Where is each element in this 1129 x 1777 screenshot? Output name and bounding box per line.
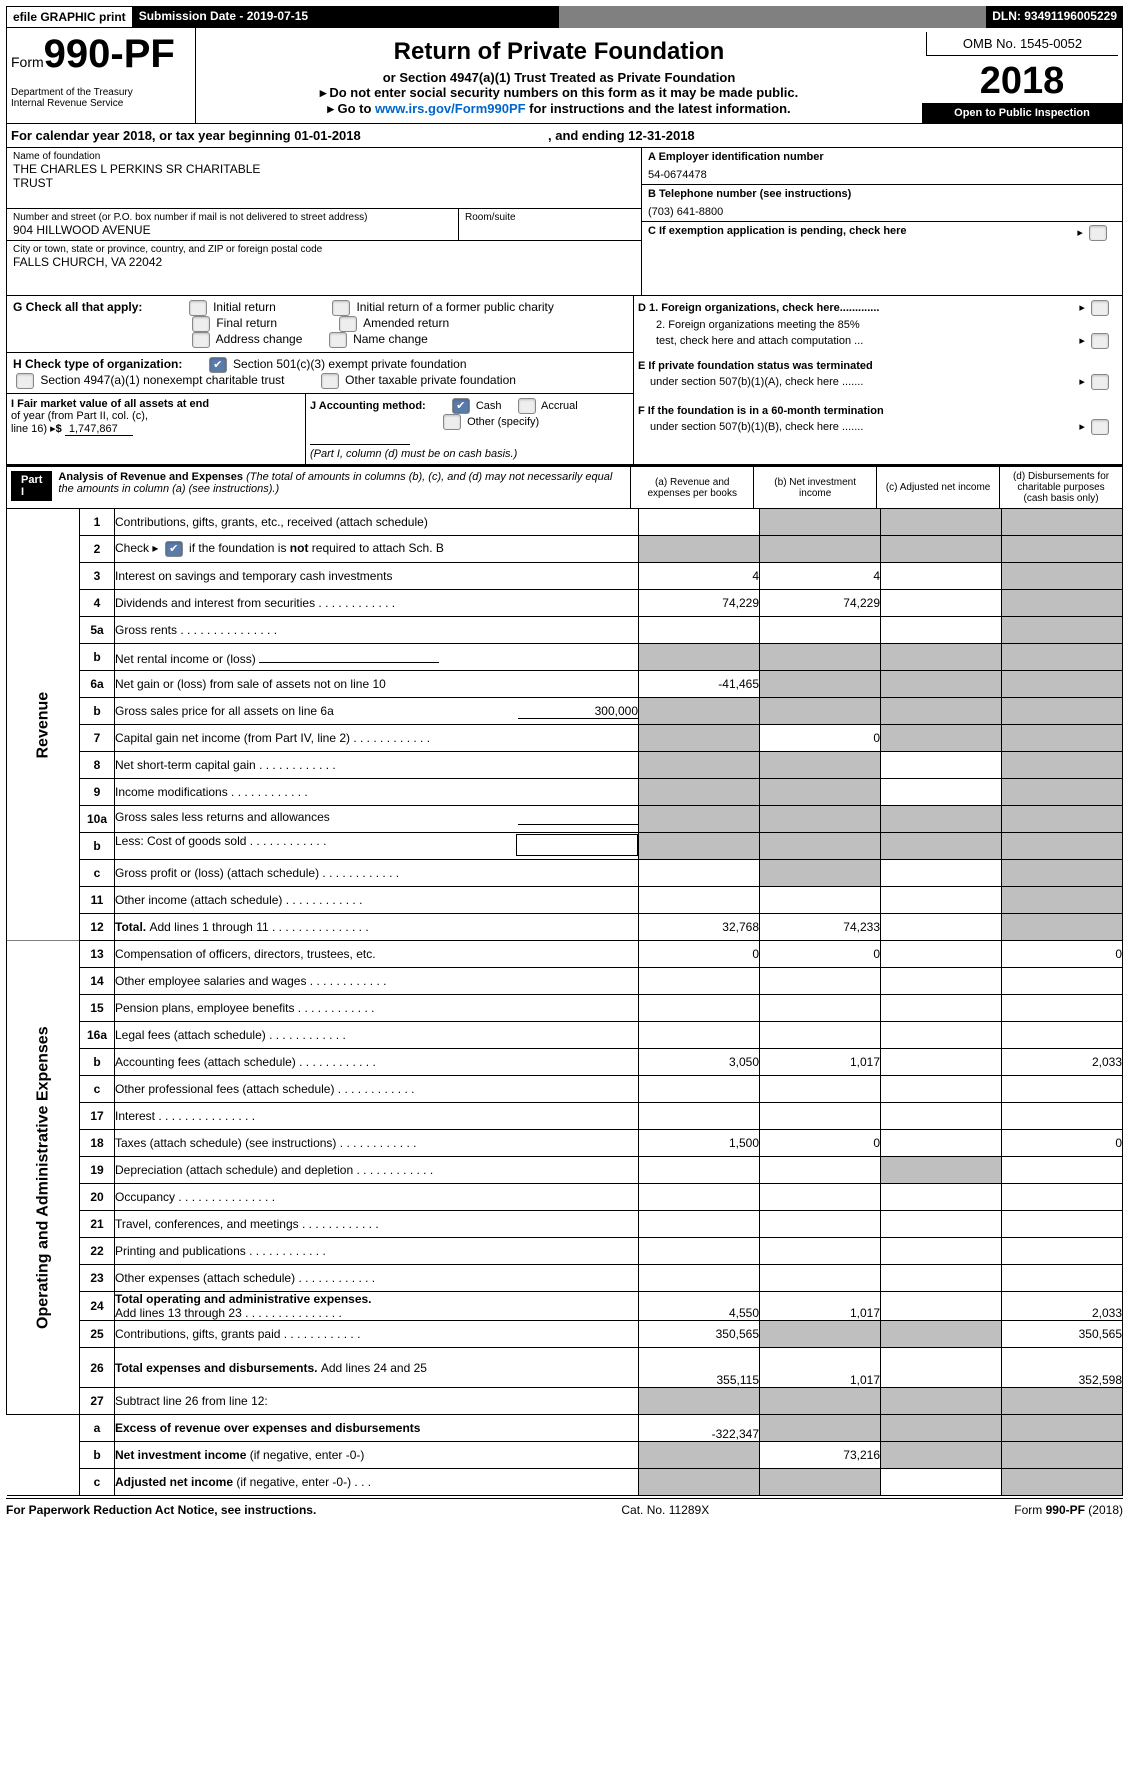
dept-treasury: Department of the Treasury <box>11 87 191 98</box>
omb-no: OMB No. 1545-0052 <box>926 32 1118 56</box>
i-fmv: I Fair market value of all assets at end… <box>7 394 306 464</box>
form-title: Return of Private Foundation <box>202 38 916 66</box>
ij-row: I Fair market value of all assets at end… <box>7 393 633 464</box>
j-method: J Accounting method: Cash Accrual Other … <box>306 394 633 464</box>
paperwork-notice: For Paperwork Reduction Act Notice, see … <box>6 1503 316 1517</box>
c-cell: C If exemption application is pending, c… <box>642 222 1122 240</box>
top-bar: efile GRAPHIC print Submission Date - 20… <box>6 6 1123 28</box>
col-b: (b) Net investment income <box>753 467 876 508</box>
revenue-label: Revenue <box>7 509 80 941</box>
j-accrual[interactable] <box>518 398 536 414</box>
g-name[interactable] <box>329 332 347 348</box>
main-table: Revenue 1Contributions, gifts, grants, e… <box>6 509 1123 1496</box>
expenses-label: Operating and Administrative Expenses <box>7 941 80 1415</box>
open-public: Open to Public Inspection <box>922 103 1122 123</box>
h-row: H Check type of organization: Section 50… <box>7 352 633 393</box>
info-block: Name of foundation THE CHARLES L PERKINS… <box>6 148 1123 296</box>
d1-check[interactable]: ▸ <box>1079 300 1112 317</box>
calendar-year-row: For calendar year 2018, or tax year begi… <box>6 124 1123 148</box>
ssn-note: Do not enter social security numbers on … <box>202 85 916 101</box>
irs-label: Internal Revenue Service <box>11 98 191 109</box>
dln: DLN: 93491196005229 <box>986 6 1123 28</box>
h-other[interactable] <box>321 373 339 389</box>
foundation-info: Name of foundation THE CHARLES L PERKINS… <box>7 148 641 295</box>
cat-no: Cat. No. 11289X <box>621 1503 709 1517</box>
footer: For Paperwork Reduction Act Notice, see … <box>6 1498 1123 1521</box>
col-d: (d) Disbursements for charitable purpose… <box>999 467 1122 508</box>
efile-label: efile GRAPHIC print <box>6 6 133 28</box>
g-initial[interactable] <box>189 300 207 316</box>
city-cell: City or town, state or province, country… <box>7 241 641 295</box>
room-label: Room/suite <box>465 212 635 223</box>
foundation-name-cell: Name of foundation THE CHARLES L PERKINS… <box>7 148 641 209</box>
ein-cell: A Employer identification number 54-0674… <box>642 148 1122 185</box>
topbar-spacer <box>559 6 986 28</box>
header: Form990-PF Department of the Treasury In… <box>6 28 1123 124</box>
g-amended[interactable] <box>339 316 357 332</box>
irs-link[interactable]: www.irs.gov/Form990PF <box>375 101 526 116</box>
address-cell: Number and street (or P.O. box number if… <box>7 209 641 241</box>
header-left: Form990-PF Department of the Treasury In… <box>7 28 196 123</box>
submission-date: Submission Date - 2019-07-15 <box>133 6 560 28</box>
d2-check[interactable]: ▸ <box>1079 333 1112 350</box>
h-4947[interactable] <box>16 373 34 389</box>
part1-header: Part I Analysis of Revenue and Expenses … <box>6 465 1123 509</box>
g-row: G Check all that apply: Initial return I… <box>7 296 633 352</box>
ghij-left: G Check all that apply: Initial return I… <box>7 296 634 464</box>
ghij-right: D 1. Foreign organizations, check here..… <box>634 296 1122 464</box>
form-ref: Form 990-PF (2018) <box>1014 1503 1123 1517</box>
header-right: OMB No. 1545-0052 2018 Open to Public In… <box>922 28 1122 123</box>
right-info: A Employer identification number 54-0674… <box>641 148 1122 295</box>
g-address[interactable] <box>192 332 210 348</box>
form-page: efile GRAPHIC print Submission Date - 20… <box>0 0 1129 1527</box>
schb-check[interactable] <box>165 541 183 557</box>
g-final[interactable] <box>192 316 210 332</box>
tax-year: 2018 <box>922 60 1122 103</box>
col-c: (c) Adjusted net income <box>876 467 999 508</box>
link-note: ▸ Go to www.irs.gov/Form990PF for instru… <box>202 101 916 117</box>
j-other[interactable] <box>443 414 461 430</box>
form-number: Form990-PF <box>11 32 191 77</box>
f-check[interactable]: ▸ <box>1079 419 1112 436</box>
e-check[interactable]: ▸ <box>1079 374 1112 391</box>
j-cash[interactable] <box>452 398 470 414</box>
form-subtitle: or Section 4947(a)(1) Trust Treated as P… <box>202 70 916 85</box>
part1-label: Part I <box>11 471 52 501</box>
c-check[interactable]: ▸ <box>1077 225 1110 241</box>
phone-cell: B Telephone number (see instructions) (7… <box>642 185 1122 222</box>
ghij-block: G Check all that apply: Initial return I… <box>6 296 1123 465</box>
g-initial-former[interactable] <box>332 300 350 316</box>
header-center: Return of Private Foundation or Section … <box>196 28 922 123</box>
col-a: (a) Revenue and expenses per books <box>630 467 753 508</box>
h-501c3[interactable] <box>209 357 227 373</box>
